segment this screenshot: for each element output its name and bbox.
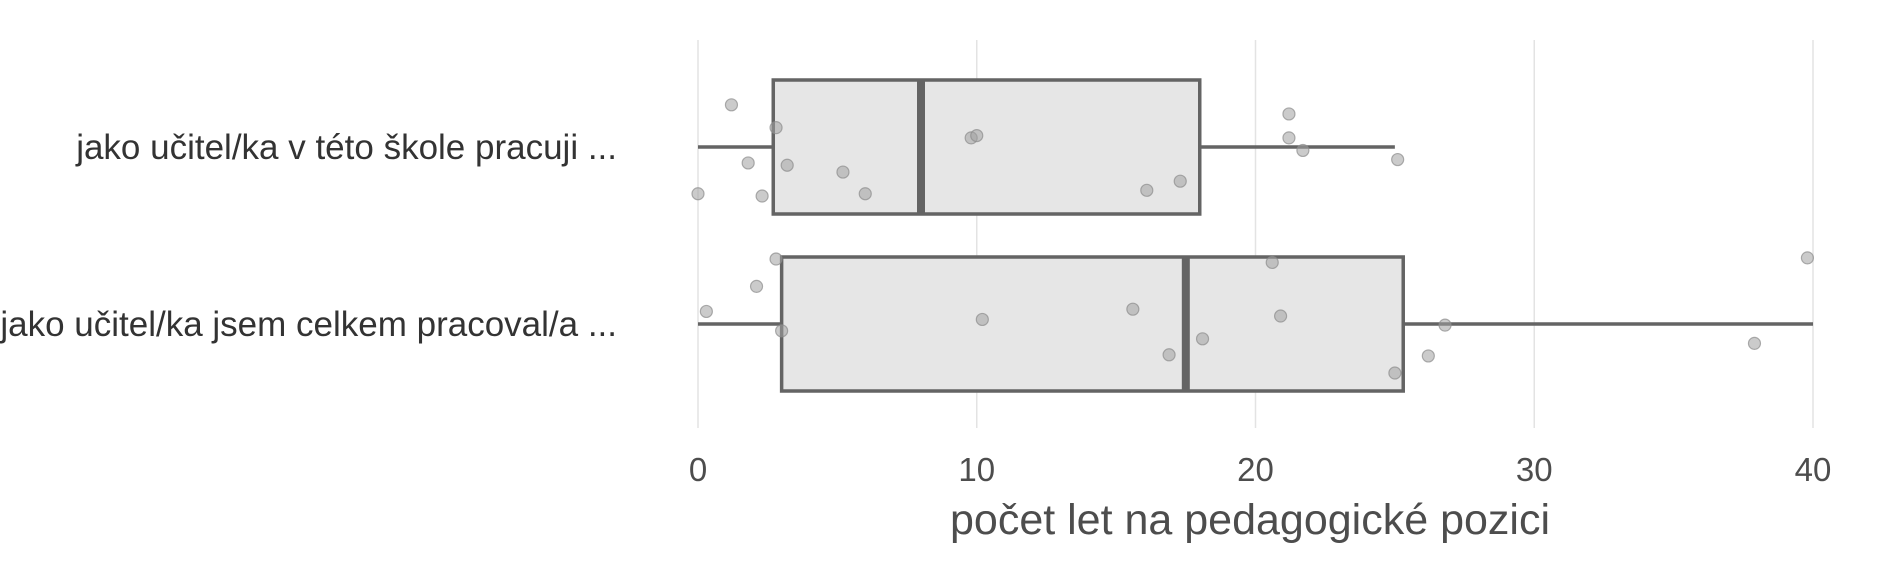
data-point	[691, 187, 705, 201]
data-point	[1265, 255, 1279, 270]
x-axis-ticks: 0 10 20 30 40	[689, 451, 1832, 488]
data-point	[755, 189, 769, 203]
data-point	[1126, 302, 1140, 316]
data-point	[1800, 251, 1815, 265]
x-tick-label: 0	[689, 451, 707, 488]
data-point	[1438, 318, 1452, 332]
category-labels: jako učitel/ka v této škole pracuji ... j…	[0, 128, 617, 344]
data-point	[769, 121, 783, 135]
data-point	[1391, 152, 1405, 167]
x-tick-label: 10	[958, 451, 995, 488]
data-point	[858, 187, 872, 201]
data-point	[1195, 332, 1210, 346]
data-point	[1173, 174, 1187, 188]
x-tick-label: 30	[1516, 451, 1553, 488]
data-point	[769, 252, 783, 266]
data-point	[1296, 143, 1310, 158]
data-point	[1282, 107, 1296, 121]
data-point	[724, 98, 739, 112]
iqr-box	[779, 255, 1405, 393]
data-point	[970, 129, 984, 143]
x-axis-title: počet let na pedagogické pozici	[950, 496, 1550, 544]
data-point	[836, 165, 850, 179]
data-point	[1273, 309, 1288, 323]
category-label: jako učitel/ka jsem celkem pracoval/a ..…	[0, 305, 617, 344]
data-point	[749, 279, 764, 293]
category-label: jako učitel/ka v této škole pracuji ...	[75, 128, 617, 167]
data-point	[1140, 183, 1154, 197]
data-point	[1421, 349, 1435, 363]
data-point	[975, 312, 989, 327]
data-point	[1282, 131, 1296, 145]
data-point	[1747, 336, 1762, 350]
data-point	[775, 324, 789, 338]
data-point	[780, 158, 794, 172]
data-point	[1388, 366, 1402, 380]
data-points-layer-front	[691, 98, 1815, 380]
x-tick-label: 40	[1795, 451, 1832, 488]
x-tick-label: 20	[1237, 451, 1274, 488]
iqr-box	[771, 78, 1202, 216]
data-point	[1162, 348, 1176, 362]
boxes-layer	[698, 78, 1813, 393]
data-point	[699, 304, 713, 319]
data-point	[741, 156, 755, 170]
